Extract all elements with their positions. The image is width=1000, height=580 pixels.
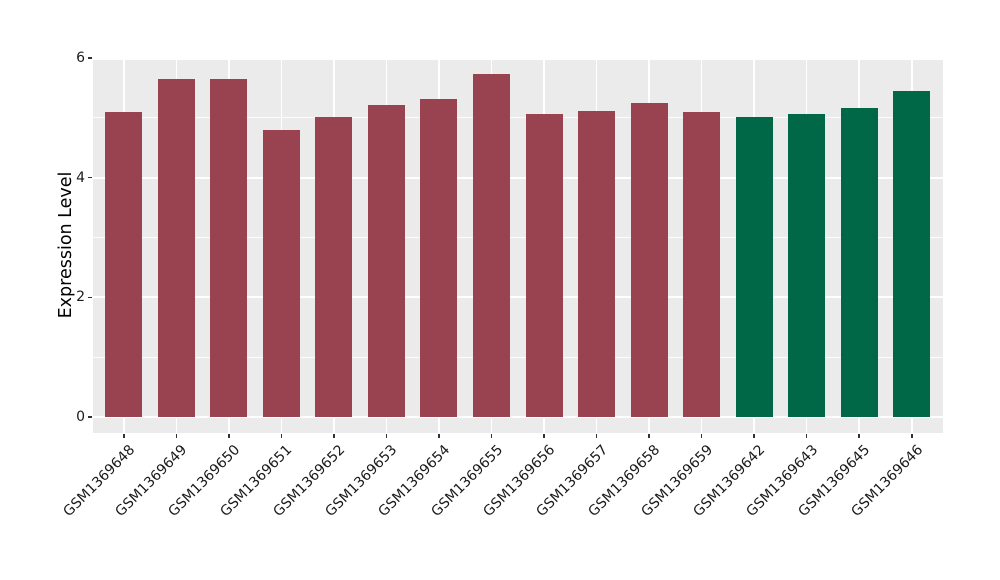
- gridline-major: [93, 296, 943, 299]
- x-tick-mark: [753, 434, 755, 438]
- x-tick-mark: [333, 434, 335, 438]
- x-tick-mark: [228, 434, 230, 438]
- bar-GSM1369658: [630, 103, 668, 417]
- bar-GSM1369643: [788, 114, 826, 417]
- y-tick-mark: [88, 416, 92, 418]
- y-tick-label: 4: [76, 169, 85, 186]
- x-tick-mark: [490, 434, 493, 438]
- x-tick-mark: [123, 434, 125, 438]
- gridline-major: [93, 176, 943, 179]
- x-tick-mark: [700, 434, 703, 438]
- y-tick-mark: [88, 296, 92, 299]
- y-tick-mark: [88, 57, 92, 59]
- x-tick-mark: [911, 434, 913, 438]
- gridline-minor: [93, 237, 943, 238]
- gridline-major: [93, 416, 943, 418]
- y-tick-label: 6: [76, 50, 85, 66]
- bar-GSM1369655: [473, 73, 510, 417]
- bar-GSM1369651: [262, 129, 300, 417]
- bar-GSM1369646: [893, 90, 931, 417]
- bar-GSM1369650: [210, 78, 248, 417]
- bar-GSM1369648: [105, 111, 143, 417]
- x-tick-mark: [175, 434, 178, 438]
- gridline-minor: [93, 117, 943, 119]
- bar-GSM1369656: [525, 113, 563, 417]
- bar-GSM1369659: [683, 111, 721, 417]
- bar-GSM1369649: [157, 78, 195, 417]
- x-tick-mark: [280, 434, 283, 438]
- gridline-minor: [93, 356, 943, 358]
- x-tick-mark: [595, 434, 598, 438]
- y-tick-label: 2: [76, 289, 85, 306]
- bar-GSM1369652: [315, 117, 353, 417]
- gridline-major: [93, 58, 943, 60]
- x-tick-mark: [858, 434, 860, 438]
- y-tick-mark: [88, 176, 92, 179]
- bar-GSM1369654: [420, 99, 458, 417]
- bar-GSM1369657: [578, 110, 616, 417]
- x-tick-mark: [648, 434, 650, 438]
- x-tick-mark: [805, 434, 808, 438]
- x-tick-mark: [385, 434, 388, 438]
- bar-GSM1369653: [367, 104, 405, 417]
- plot-panel: [93, 58, 943, 433]
- x-tick-mark: [438, 434, 440, 438]
- x-tick-mark: [543, 434, 545, 438]
- bar-GSM1369642: [735, 116, 773, 417]
- bar-GSM1369645: [840, 108, 878, 417]
- y-tick-label: 0: [76, 409, 85, 425]
